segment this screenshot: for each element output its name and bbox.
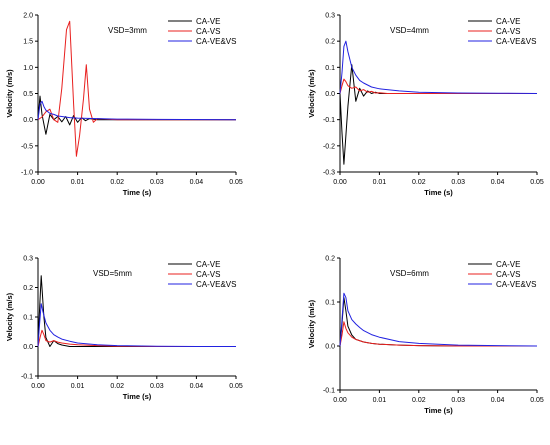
- x-tick-label: 0.04: [491, 179, 505, 186]
- y-tick-label: 0.3: [325, 13, 335, 20]
- x-tick-label: 0.03: [451, 397, 465, 404]
- x-tick-label: 0.01: [71, 383, 85, 390]
- series-line-ca-ve-vs: [37, 100, 237, 121]
- y-tick-label: 0.0: [325, 91, 335, 98]
- x-axis-label: Time (s): [424, 406, 453, 415]
- y-tick-label: -0.3: [323, 170, 335, 177]
- series-line-ca-ve: [339, 297, 537, 347]
- series-line-ca-vs: [339, 78, 537, 94]
- x-axis-label: Time (s): [123, 188, 152, 197]
- x-tick-label: 0.00: [31, 383, 45, 390]
- chart-panel-2: 0.00 0.01 0.02 0.03 0.04 0.05 -0.3 -0.2 -0.1 0.0 0…: [307, 13, 544, 198]
- legend-label: CA-VE: [496, 17, 520, 26]
- x-tick-label: 0.05: [229, 383, 243, 390]
- x-tick-label: 0.02: [110, 179, 124, 186]
- y-axis-label: Velocity (m/s): [307, 69, 316, 118]
- x-tick-label: 0.04: [491, 397, 505, 404]
- y-tick-label: -0.1: [21, 374, 33, 381]
- series-line-ca-ve-vs: [339, 40, 538, 94]
- legend-label: CA-VS: [496, 27, 520, 36]
- x-axis-label: Time (s): [424, 188, 453, 197]
- legend-label: CA-VE&VS: [496, 280, 536, 289]
- y-tick-label: -0.2: [323, 143, 335, 150]
- x-tick-label: 0.03: [150, 179, 164, 186]
- y-tick-label: 1.5: [23, 39, 33, 46]
- series-line-ca-vs: [37, 20, 236, 157]
- legend-label: CA-VE&VS: [496, 37, 536, 46]
- x-tick-label: 0.02: [412, 397, 426, 404]
- x-tick-label: 0.05: [530, 397, 544, 404]
- y-tick-label: 0.2: [325, 256, 335, 263]
- x-tick-label: 0.02: [110, 383, 124, 390]
- x-tick-label: 0.01: [71, 179, 85, 186]
- legend-label: CA-VS: [196, 27, 220, 36]
- x-tick-label: 0.00: [333, 397, 347, 404]
- x-tick-label: 0.01: [373, 397, 387, 404]
- series-line-ca-ve: [37, 275, 236, 347]
- x-tick-label: 0.02: [412, 179, 426, 186]
- x-tick-label: 0.03: [150, 383, 164, 390]
- y-tick-label: 0.1: [325, 300, 335, 307]
- chart-panel-4: 0.00 0.01 0.02 0.03 0.04 0.05 -0.1 0.0 0.1 0.2 Tim…: [307, 256, 544, 416]
- legend-label: CA-VE&VS: [196, 280, 236, 289]
- y-tick-label: -1.0: [21, 170, 33, 177]
- x-tick-label: 0.05: [530, 179, 544, 186]
- x-tick-label: 0.04: [190, 179, 204, 186]
- chart-title: VSD=4mm: [390, 26, 429, 35]
- y-tick-label: 2.0: [23, 13, 33, 20]
- legend-label: CA-VE: [496, 260, 520, 269]
- x-tick-label: 0.05: [229, 179, 243, 186]
- series-line-ca-vs: [37, 329, 236, 347]
- y-axis-label: Velocity (m/s): [5, 292, 14, 341]
- series-line-ca-ve-vs: [339, 292, 538, 347]
- y-tick-label: 0.0: [23, 117, 33, 124]
- legend-label: CA-VE: [196, 17, 220, 26]
- chart-panel-1: 0.00 0.01 0.02 0.03 0.04 0.05 -1.0 -0.5 0.0 0.5 1.…: [5, 13, 243, 198]
- x-tick-label: 0.00: [333, 179, 347, 186]
- y-tick-label: 0.1: [325, 65, 335, 72]
- y-tick-label: 0.5: [23, 91, 33, 98]
- legend-label: CA-VS: [496, 270, 520, 279]
- legend-label: CA-VE: [196, 260, 220, 269]
- y-axis-label: Velocity (m/s): [307, 299, 316, 348]
- series-line-ca-ve: [339, 64, 537, 165]
- series-line-ca-vs: [339, 321, 537, 347]
- y-tick-label: 1.0: [23, 65, 33, 72]
- series-line-ca-ve-vs: [37, 303, 236, 347]
- chart-title: VSD=5mm: [93, 269, 132, 278]
- y-tick-label: 0.0: [23, 344, 33, 351]
- chart-title: VSD=3mm: [108, 26, 147, 35]
- y-axis-label: Velocity (m/s): [5, 69, 14, 118]
- y-tick-label: 0.1: [23, 315, 33, 322]
- y-tick-label: -0.1: [323, 117, 335, 124]
- x-tick-label: 0.03: [451, 179, 465, 186]
- x-tick-label: 0.00: [31, 179, 45, 186]
- legend-label: CA-VS: [196, 270, 220, 279]
- y-tick-label: 0.0: [325, 344, 335, 351]
- y-tick-label: -0.5: [21, 143, 33, 150]
- y-tick-label: 0.3: [23, 256, 33, 263]
- x-tick-label: 0.04: [190, 383, 204, 390]
- x-tick-label: 0.01: [373, 179, 387, 186]
- series-line-ca-ve: [37, 95, 236, 135]
- chart-panel-3: 0.00 0.01 0.02 0.03 0.04 0.05 -0.1 0.0 0.1 0.2 0.3…: [5, 256, 243, 402]
- y-tick-label: -0.1: [323, 388, 335, 395]
- x-axis-label: Time (s): [123, 392, 152, 401]
- chart-title: VSD=6mm: [390, 269, 429, 278]
- y-tick-label: 0.2: [325, 39, 335, 46]
- legend-label: CA-VE&VS: [196, 37, 236, 46]
- y-tick-label: 0.2: [23, 285, 33, 292]
